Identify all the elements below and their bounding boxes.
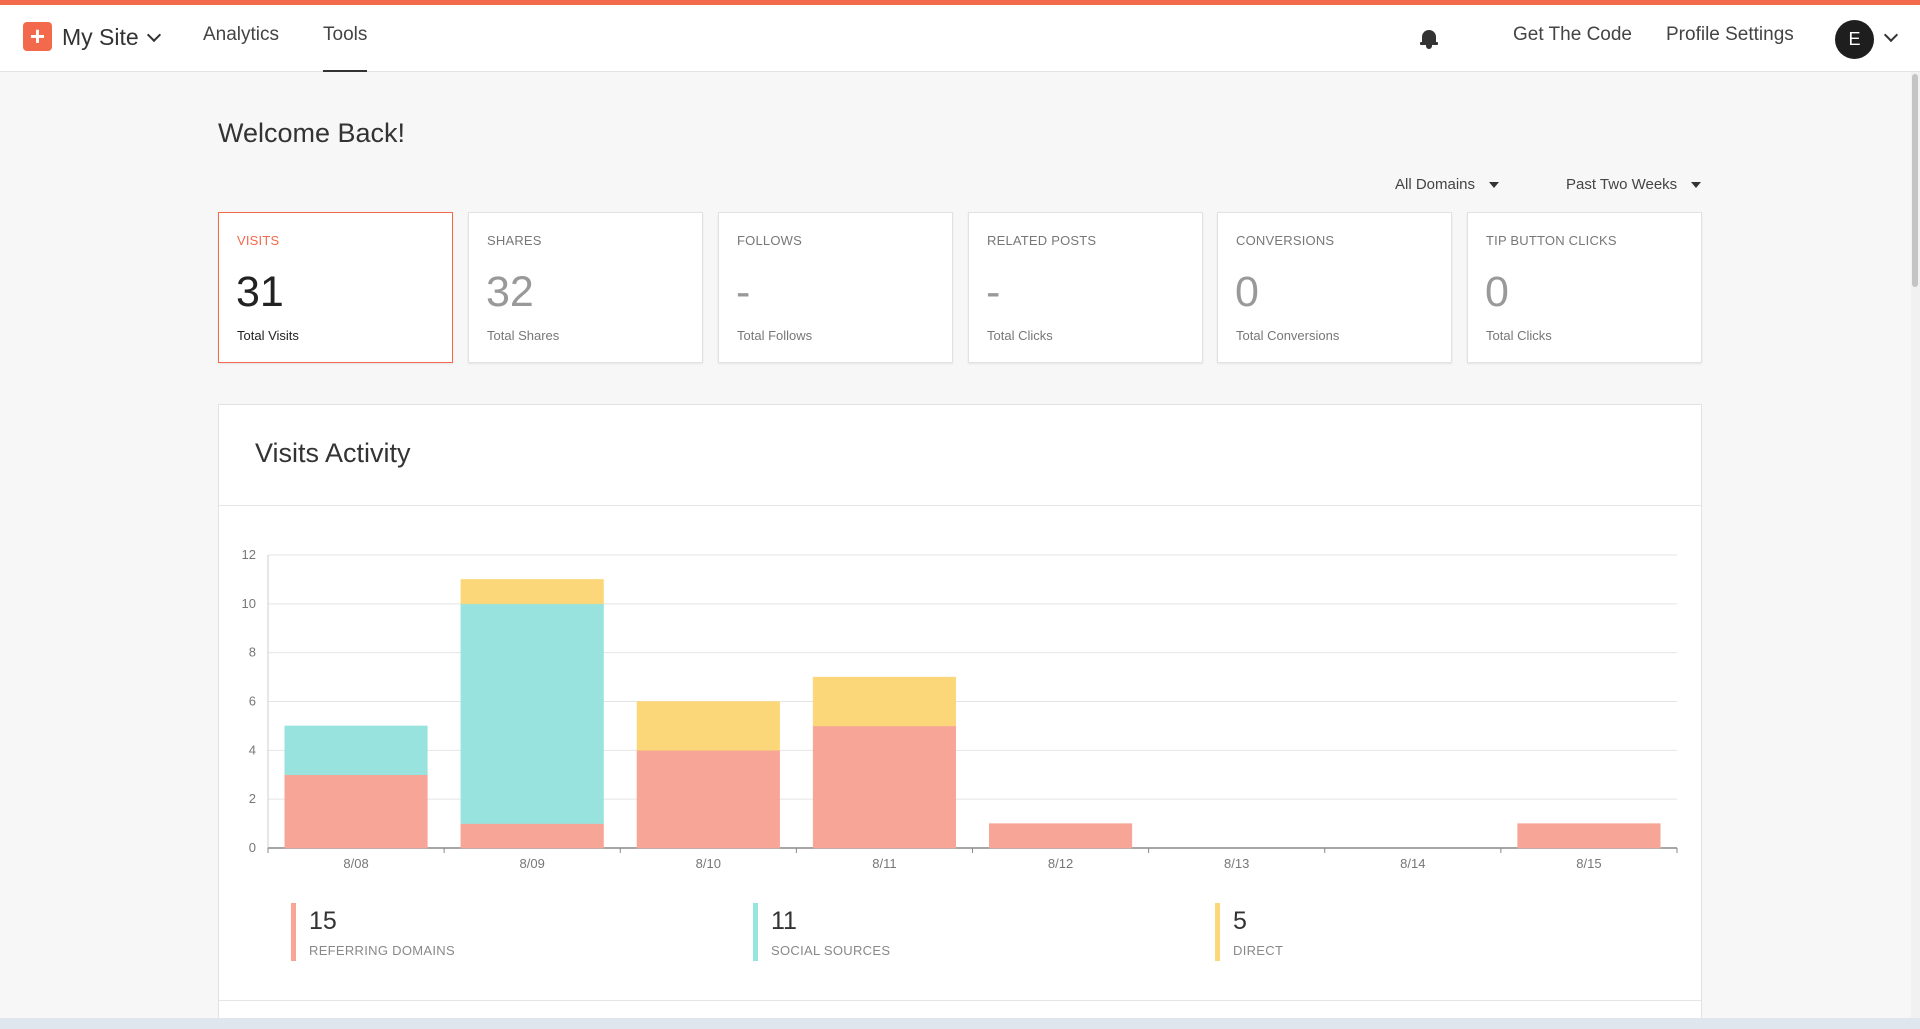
nav-tools[interactable]: Tools xyxy=(323,24,368,72)
legend-color-bar xyxy=(291,903,296,961)
avatar[interactable]: E xyxy=(1835,20,1874,59)
caret-down-icon xyxy=(1691,181,1702,188)
panel-header: Visits Activity xyxy=(219,405,1701,506)
stat-value: 0 xyxy=(1485,268,1509,316)
stat-card-visits[interactable]: VISITS 31 Total Visits xyxy=(218,212,453,363)
legend-label: DIRECT xyxy=(1233,943,1284,958)
bar-direct xyxy=(636,701,780,751)
y-tick-label: 8 xyxy=(249,645,256,660)
stat-subtitle: Total Clicks xyxy=(987,328,1053,343)
bell-icon[interactable] xyxy=(1420,29,1438,49)
domains-filter[interactable]: All Domains xyxy=(1395,176,1500,193)
plus-icon[interactable]: + xyxy=(23,22,52,51)
legend-value: 11 xyxy=(771,907,797,935)
panel-title: Visits Activity xyxy=(255,438,411,468)
bar-referring-domains xyxy=(988,823,1133,849)
stat-card-conversions[interactable]: CONVERSIONS 0 Total Conversions xyxy=(1217,212,1452,363)
y-tick-label: 10 xyxy=(242,596,256,611)
y-tick-label: 2 xyxy=(249,791,256,806)
stat-subtitle: Total Shares xyxy=(487,328,560,343)
stat-title: CONVERSIONS xyxy=(1236,233,1335,248)
bar-referring-domains xyxy=(812,725,957,849)
get-the-code-link[interactable]: Get The Code xyxy=(1513,24,1633,45)
x-tick-label: 8/15 xyxy=(1576,856,1601,871)
x-tick-label: 8/12 xyxy=(1048,856,1073,871)
legend-color-bar xyxy=(1215,903,1220,961)
x-tick-label: 8/11 xyxy=(872,856,896,871)
stat-value: 0 xyxy=(1235,268,1259,316)
bar-social-sources xyxy=(460,603,604,824)
caret-down-icon xyxy=(1489,181,1500,188)
bar-direct xyxy=(812,676,957,727)
period-filter[interactable]: Past Two Weeks xyxy=(1566,176,1702,193)
period-filter-label: Past Two Weeks xyxy=(1566,176,1678,193)
stat-subtitle: Total Clicks xyxy=(1486,328,1552,343)
stat-title: TIP BUTTON CLICKS xyxy=(1486,233,1617,248)
top-accent-bar xyxy=(0,0,1920,5)
bar-referring-domains xyxy=(460,823,604,849)
page-title: Welcome Back! xyxy=(218,118,406,148)
nav-analytics[interactable]: Analytics xyxy=(203,24,280,45)
profile-settings-link[interactable]: Profile Settings xyxy=(1666,24,1794,45)
x-tick-label: 8/08 xyxy=(343,856,368,871)
stat-value: 31 xyxy=(236,268,284,316)
stat-title: RELATED POSTS xyxy=(987,233,1097,248)
x-tick-label: 8/10 xyxy=(696,856,721,871)
stat-card-shares[interactable]: SHARES 32 Total Shares xyxy=(468,212,703,363)
legend-label: SOCIAL SOURCES xyxy=(771,943,891,958)
x-tick-label: 8/13 xyxy=(1224,856,1249,871)
stat-title: VISITS xyxy=(237,233,280,248)
y-tick-label: 12 xyxy=(242,547,256,562)
y-tick-label: 6 xyxy=(249,694,256,709)
stat-card-related-posts[interactable]: RELATED POSTS - Total Clicks xyxy=(968,212,1203,363)
bottom-strip xyxy=(0,1018,1920,1029)
y-tick-label: 0 xyxy=(249,840,256,855)
visits-activity-chart: 0 2 4 6 8 10 12 8/08 8/09 8/10 8/11 8/12 8/13 8/14 8/1… xyxy=(242,547,1678,871)
legend-value: 15 xyxy=(309,907,337,935)
legend-label: REFERRING DOMAINS xyxy=(309,943,455,958)
stat-subtitle: Total Follows xyxy=(737,328,813,343)
stat-value: - xyxy=(986,268,1001,316)
scrollbar-thumb[interactable] xyxy=(1912,74,1918,287)
bar-referring-domains xyxy=(636,750,780,849)
bar-direct xyxy=(460,579,604,605)
chevron-down-icon[interactable] xyxy=(1883,27,1899,43)
stat-title: SHARES xyxy=(487,233,542,248)
page-scrollbar[interactable] xyxy=(1911,72,1920,1029)
stat-subtitle: Total Visits xyxy=(237,328,299,343)
y-tick-label: 4 xyxy=(249,742,256,757)
x-tick-label: 8/14 xyxy=(1400,856,1425,871)
legend-value: 5 xyxy=(1233,907,1247,935)
site-switcher[interactable]: My Site xyxy=(62,21,161,53)
stat-value: - xyxy=(736,268,751,316)
bar-referring-domains xyxy=(1517,823,1661,849)
panel-divider xyxy=(219,1000,1701,1001)
bar-referring-domains xyxy=(284,774,428,849)
stat-card-tip-button-clicks[interactable]: TIP BUTTON CLICKS 0 Total Clicks xyxy=(1467,212,1702,363)
chevron-down-icon xyxy=(146,27,161,43)
stat-value: 32 xyxy=(486,268,534,316)
site-name: My Site xyxy=(62,23,139,50)
stat-card-follows[interactable]: FOLLOWS - Total Follows xyxy=(718,212,953,363)
top-navbar: + My Site Analytics Tools Get The Code P… xyxy=(0,5,1920,72)
legend-color-bar xyxy=(753,903,758,961)
stat-title: FOLLOWS xyxy=(737,233,802,248)
visits-activity-panel: Visits Activity 0 2 4 6 8 10 12 8/08 8/09 8/10 8/1… xyxy=(218,404,1702,1024)
x-tick-label: 8/09 xyxy=(520,856,545,871)
bar-social-sources xyxy=(284,725,428,776)
domains-filter-label: All Domains xyxy=(1395,176,1476,193)
stat-subtitle: Total Conversions xyxy=(1236,328,1340,343)
